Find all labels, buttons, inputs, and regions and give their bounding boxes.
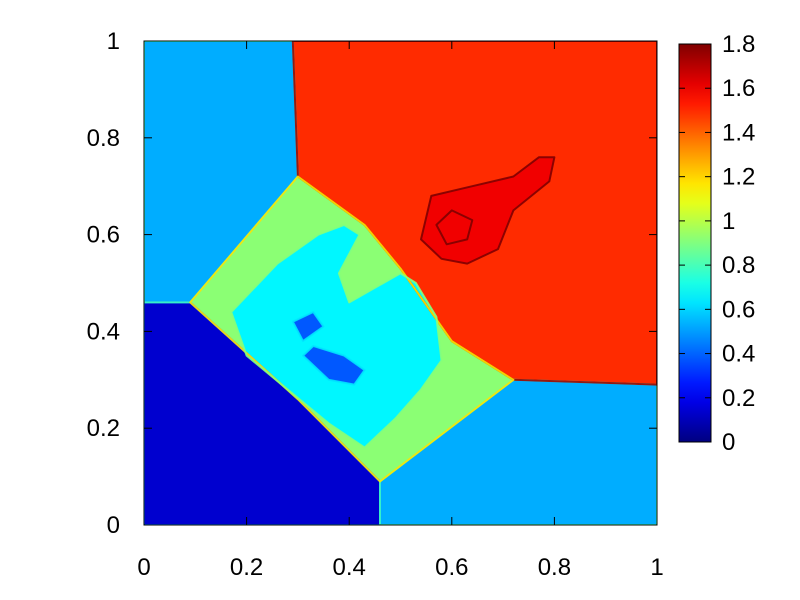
contour-low-blob-2 (302, 344, 366, 386)
contour-high-peak (435, 209, 474, 246)
colorbar-tick-label: 1.4 (722, 119, 755, 146)
x-axis: 0 0.2 0.4 0.6 0.8 1 (137, 41, 664, 581)
colorbar-tick-label: 1.2 (722, 164, 755, 191)
contour-lines (144, 41, 657, 525)
y-tick-label: 0 (107, 512, 120, 539)
colorbar-tick-label: 1.8 (722, 31, 755, 58)
y-tick-label: 0.2 (87, 415, 120, 442)
colorbar-tick-label: 0.4 (722, 341, 755, 368)
region-top-left (144, 41, 298, 303)
contour-mushroom-core (230, 223, 443, 449)
region-low-blob-2 (303, 345, 365, 385)
colorbar-tick-label: 0.8 (722, 252, 755, 279)
x-tick-label: 0 (137, 554, 150, 581)
region-bottom-right (380, 379, 657, 525)
density-field (144, 41, 657, 525)
region-high-plume (421, 157, 555, 264)
colorbar-tick-label: 0.2 (722, 385, 755, 412)
region-bottom-left (144, 302, 380, 525)
contour-shocked-band (189, 175, 515, 483)
x-tick-label: 0.8 (538, 554, 571, 581)
x-tick-label: 0.6 (435, 554, 468, 581)
contour-high-plume (420, 156, 556, 265)
colorbar-tick-label: 0 (722, 429, 735, 456)
x-tick-label: 0.2 (230, 554, 263, 581)
colorbar: 0 0.2 0.4 0.6 0.8 1 1.2 1.4 1.6 1.8 (678, 31, 755, 456)
colorbar-tick-label: 1 (722, 208, 735, 235)
colorbar-tick-label: 0.6 (722, 296, 755, 323)
region-low-blob-1 (292, 312, 324, 342)
plot-area (144, 41, 657, 525)
y-axis: 0 0.2 0.4 0.6 0.8 1 (87, 28, 657, 539)
y-tick-label: 0.4 (87, 318, 120, 345)
y-tick-label: 0.6 (87, 222, 120, 249)
contour-low-blob-1 (291, 311, 325, 343)
colorbar-ticks: 0 0.2 0.4 0.6 0.8 1 1.2 1.4 1.6 1.8 (679, 31, 755, 456)
x-tick-label: 1 (650, 554, 663, 581)
colorbar-tick-label: 1.6 (722, 75, 755, 102)
colorbar-gradient (678, 43, 712, 443)
x-tick-label: 0.4 (333, 554, 366, 581)
plot-frame (143, 40, 658, 526)
y-tick-label: 0.8 (87, 125, 120, 152)
y-tick-label: 1 (107, 28, 120, 55)
